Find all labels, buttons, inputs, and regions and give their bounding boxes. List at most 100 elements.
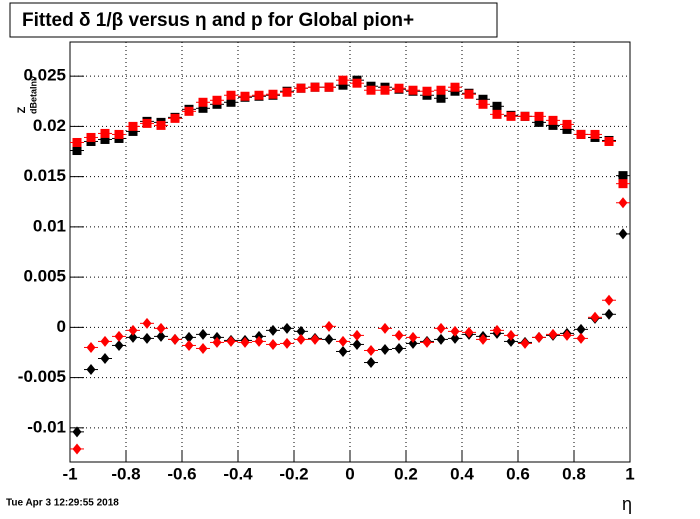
marker <box>534 331 544 343</box>
marker <box>366 85 376 95</box>
marker <box>352 329 362 341</box>
marker <box>534 117 544 127</box>
marker <box>380 322 390 334</box>
y-axis-label-sub: dBetaInv <box>28 76 38 114</box>
marker <box>590 129 600 139</box>
marker <box>114 339 124 351</box>
marker <box>506 335 516 347</box>
marker <box>198 342 208 354</box>
marker <box>156 120 166 130</box>
marker <box>618 179 628 189</box>
marker <box>618 228 628 240</box>
marker <box>562 124 572 134</box>
marker <box>142 118 152 128</box>
marker <box>604 308 614 320</box>
marker <box>114 330 124 342</box>
marker <box>128 126 138 136</box>
marker <box>142 332 152 344</box>
marker <box>464 89 474 99</box>
marker <box>240 336 250 348</box>
marker <box>548 115 558 125</box>
marker <box>324 320 334 332</box>
marker <box>268 89 278 99</box>
marker <box>394 329 404 341</box>
marker <box>282 87 292 97</box>
marker <box>72 426 82 438</box>
marker <box>170 333 180 345</box>
marker <box>464 326 474 338</box>
marker <box>436 93 446 103</box>
marker <box>100 353 110 365</box>
marker <box>352 338 362 350</box>
marker <box>198 97 208 107</box>
marker <box>128 331 138 343</box>
marker <box>380 343 390 355</box>
marker <box>156 322 166 334</box>
marker <box>296 325 306 337</box>
marker <box>436 322 446 334</box>
marker <box>576 129 586 139</box>
x-tick-label: -0.8 <box>111 464 140 483</box>
marker <box>86 132 96 142</box>
y-tick-label: 0.005 <box>23 267 66 286</box>
marker <box>408 331 418 343</box>
y-tick-label: 0.015 <box>23 166 66 185</box>
marker <box>478 99 488 109</box>
y-tick-label: 0.025 <box>23 66 66 85</box>
marker <box>282 322 292 334</box>
marker <box>324 333 334 345</box>
marker <box>394 342 404 354</box>
marker <box>380 85 390 95</box>
x-tick-label: 1 <box>625 464 634 483</box>
marker <box>478 333 488 345</box>
marker <box>226 90 236 100</box>
marker <box>366 357 376 369</box>
marker <box>436 85 446 95</box>
y-tick-label: -0.01 <box>27 417 66 436</box>
marker <box>338 335 348 347</box>
marker <box>506 111 516 121</box>
marker <box>324 82 334 92</box>
marker <box>492 101 502 111</box>
marker <box>114 129 124 139</box>
marker <box>338 80 348 90</box>
marker <box>128 121 138 131</box>
marker <box>492 109 502 119</box>
marker <box>562 119 572 129</box>
x-tick-label: -1 <box>62 464 77 483</box>
marker <box>450 82 460 92</box>
marker <box>254 335 264 347</box>
marker <box>142 317 152 329</box>
marker <box>590 311 600 323</box>
marker <box>534 111 544 121</box>
marker <box>352 78 362 88</box>
x-tick-label: 0 <box>345 464 354 483</box>
x-tick-label: -0.2 <box>279 464 308 483</box>
marker <box>562 329 572 341</box>
marker <box>226 335 236 347</box>
marker <box>100 134 110 144</box>
marker <box>296 333 306 345</box>
marker <box>422 336 432 348</box>
marker <box>394 83 404 93</box>
marker <box>506 329 516 341</box>
marker <box>184 339 194 351</box>
y-tick-label: 0 <box>57 317 66 336</box>
x-tick-label: 0.6 <box>506 464 530 483</box>
marker <box>310 333 320 345</box>
marker <box>618 197 628 209</box>
marker <box>576 332 586 344</box>
marker <box>548 120 558 130</box>
marker <box>604 294 614 306</box>
x-tick-label: -0.6 <box>167 464 196 483</box>
title-box <box>9 2 498 38</box>
marker <box>212 336 222 348</box>
marker <box>212 95 222 105</box>
marker <box>450 325 460 337</box>
marker <box>86 341 96 353</box>
marker <box>184 106 194 116</box>
marker <box>604 136 614 146</box>
x-tick-label: 0.8 <box>562 464 586 483</box>
y-axis-label: Z <box>16 106 28 113</box>
